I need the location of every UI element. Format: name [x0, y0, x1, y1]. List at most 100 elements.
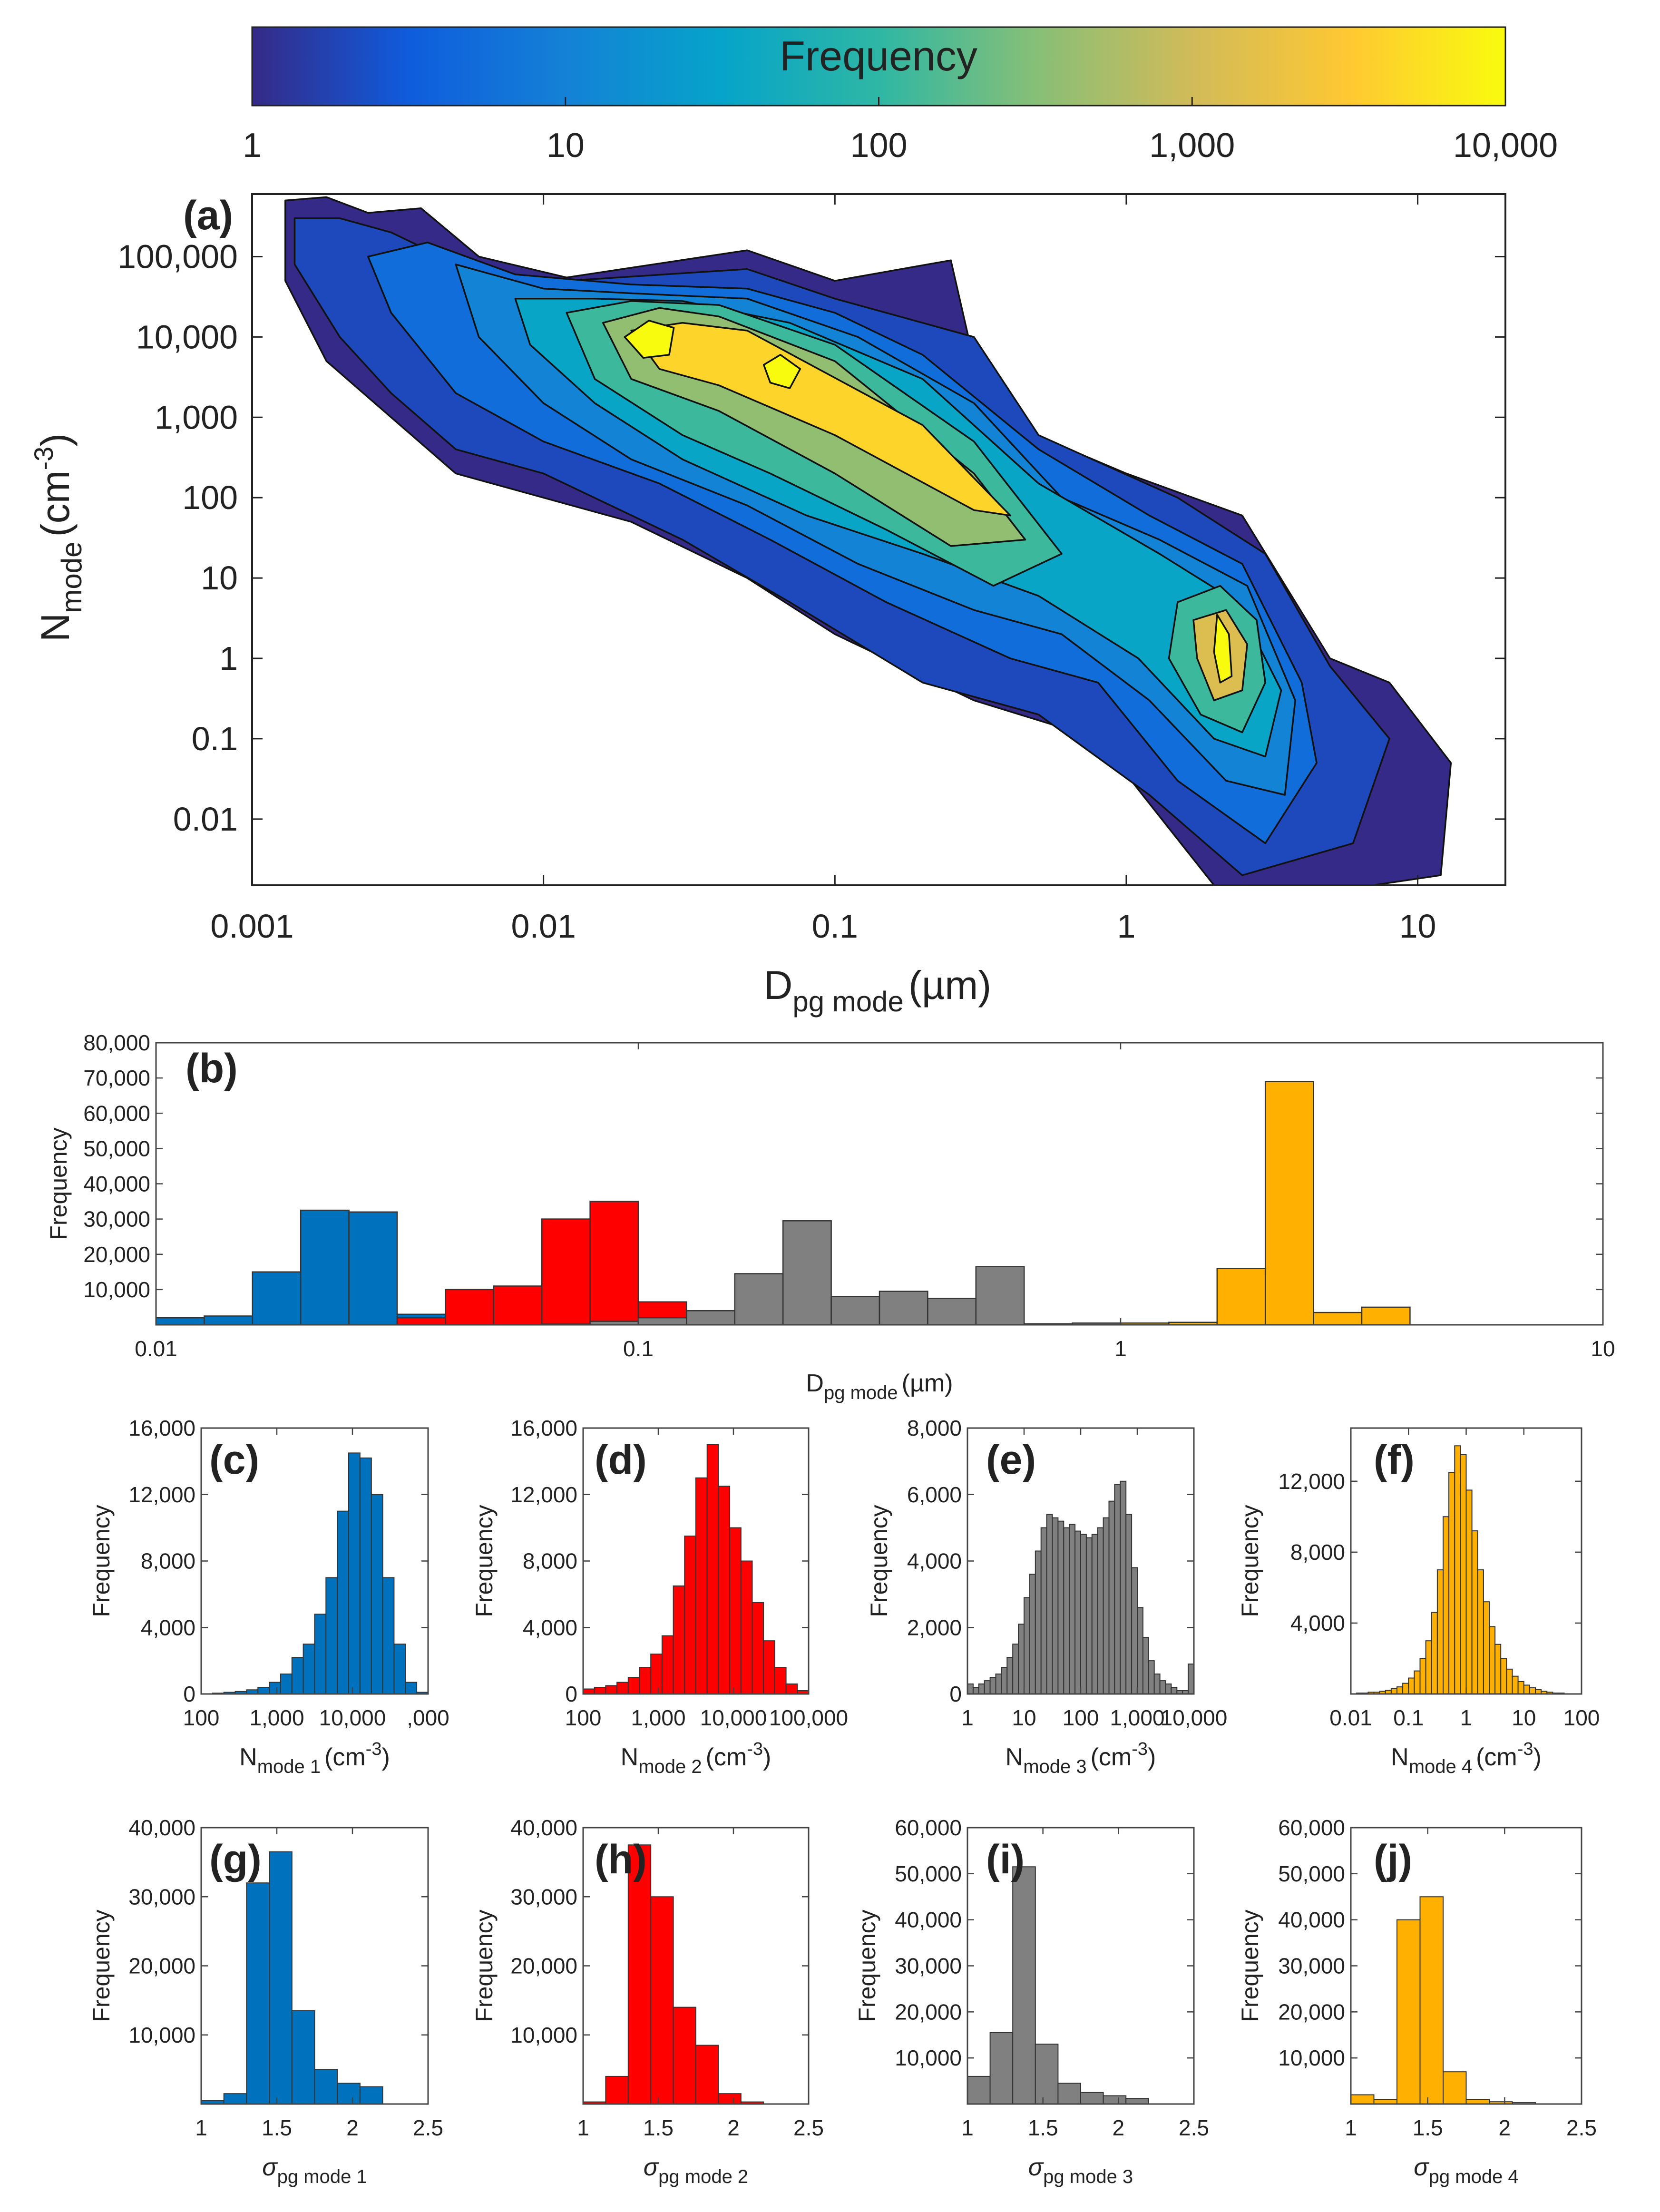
histogram-bar: [650, 1654, 663, 1694]
x-tick-label: 1: [961, 1705, 974, 1730]
histogram-bar: [650, 1896, 674, 2105]
histogram-bar: [989, 1677, 996, 1695]
colorbar-title: Frequency: [780, 32, 977, 79]
histogram-bar: [269, 1851, 293, 2105]
histogram-bar: [967, 1683, 974, 1694]
y-tick-label: 0: [949, 1682, 962, 1706]
x-tick-label: 2: [727, 2115, 740, 2140]
histogram-bar: [1431, 1612, 1438, 1695]
y-tick-label: 4,000: [141, 1615, 195, 1640]
panel-j-histogram: 1 1.5 2 2.5 10,000 20,000 30,000 40,000 50,000 60…: [1237, 1815, 1597, 2187]
x-tick-label: 1,000: [249, 1705, 304, 1730]
y-axis-label-d: Frequency: [471, 1505, 498, 1617]
x-axis-label-a: Dpg mode (µm): [764, 963, 992, 1018]
histogram-bar: [348, 1452, 361, 1694]
y-tick-label: 8,000: [523, 1549, 577, 1574]
histogram-bar: [1142, 1637, 1149, 1694]
histogram-bar: [359, 2086, 383, 2105]
histogram-bar: [337, 2083, 361, 2104]
y-tick-label: 40,000: [83, 1172, 150, 1196]
histogram-bar: [763, 1640, 775, 1694]
histogram-bar: [1097, 1527, 1104, 1695]
x-tick-label: 10: [1399, 908, 1436, 945]
y-tick-label: 40,000: [128, 1815, 195, 1840]
histogram-bar: [291, 1657, 304, 1695]
histogram-bar: [1153, 1674, 1161, 1695]
colorbar: Frequency 1 10 100 1,000 10,000: [243, 26, 1558, 165]
panel-b-histogram: 0.01 0.1 1 10 10,000 20,000 30,000 40,000 50,000…: [45, 1030, 1615, 1403]
histogram-bar: [337, 1510, 350, 1694]
y-tick-label: 10,000: [136, 318, 238, 355]
histogram-bar: [1103, 1517, 1110, 1694]
x-tick-label: 1.5: [643, 2115, 674, 2140]
plot-frame: [251, 193, 1506, 886]
x-tick-label: 10,000: [700, 1705, 767, 1730]
histogram-bar: [223, 2093, 247, 2105]
colorbar-tick-label: 10: [547, 127, 585, 165]
y-tick-label: 0: [183, 1682, 195, 1706]
y-tick-label: 8,000: [141, 1549, 195, 1574]
histogram-bar: [382, 1577, 395, 1694]
y-axis-label-i: Frequency: [854, 1909, 880, 2022]
y-tick-label: 30,000: [83, 1207, 150, 1232]
x-tick-label: 2.5: [1179, 2115, 1209, 2140]
histogram-bar: [594, 1687, 606, 1694]
histogram-bar: [1443, 1516, 1450, 1695]
x-tick-label: 1.5: [1413, 2115, 1443, 2140]
histogram-bar: [830, 1296, 880, 1326]
x-axis-label-d: Nmode 2 (cm-3): [621, 1739, 771, 1777]
histogram-bar: [1264, 1081, 1314, 1326]
y-tick-label: 1: [219, 640, 238, 677]
histogram-bar: [605, 2075, 629, 2104]
x-axis-label-e: Nmode 3 (cm-3): [1006, 1739, 1156, 1777]
histogram-bar: [1165, 1683, 1172, 1694]
panel-label-a: (a): [183, 193, 233, 238]
panel-label-f: (f): [1374, 1437, 1415, 1483]
histogram-bar: [257, 1687, 270, 1694]
histogram-bar: [1402, 1683, 1409, 1695]
contour-region: [630, 322, 1011, 517]
y-axis-label-h: Frequency: [471, 1909, 498, 2022]
contour-plot-area: [284, 196, 1452, 885]
histogram-bar: [1448, 1472, 1455, 1694]
y-tick-label: 70,000: [83, 1066, 150, 1090]
contour-region: [624, 320, 675, 359]
x-tick-label: 1: [577, 2115, 589, 2140]
x-tick-label: 1: [1460, 1705, 1473, 1730]
y-tick-label: 10,000: [510, 2023, 577, 2047]
histogram-bar: [1408, 1677, 1415, 1694]
x-axis-label-h: σpg mode 2: [644, 2153, 748, 2187]
histogram-bar: [1035, 2044, 1059, 2105]
y-tick-label: 100: [182, 479, 238, 516]
histogram-bar: [927, 1298, 977, 1326]
histogram-bar: [729, 1527, 742, 1695]
panel-a-contour: 0.001 0.01 0.1 1 10 0.01 0.1 1 10 100 1,000 10,000 1…: [29, 193, 1506, 1018]
histogram-bar: [1489, 1626, 1496, 1694]
histogram-bar: [1108, 1500, 1115, 1694]
histogram-bar: [291, 2010, 315, 2104]
y-tick-label: 8,000: [907, 1416, 962, 1440]
histogram-bar: [718, 1486, 731, 1695]
histogram-bar: [204, 1315, 254, 1326]
histogram-bar: [1046, 1514, 1053, 1694]
histogram-bar: [1436, 1569, 1444, 1695]
colorbar-tick-label: 1: [243, 127, 262, 165]
y-tick-label: 1,000: [155, 399, 238, 436]
histogram-bar: [1018, 1624, 1025, 1695]
histogram-bar: [1052, 1517, 1059, 1694]
y-tick-label: 30,000: [510, 1884, 577, 1909]
histogram-bar: [303, 1644, 315, 1694]
histogram-bar: [1171, 1687, 1178, 1694]
y-tick-label: 100,000: [117, 238, 238, 275]
x-tick-label: 2: [346, 2115, 359, 2140]
x-tick-label: 0.01: [1329, 1705, 1372, 1730]
histogram-bar: [1454, 1445, 1461, 1695]
histogram-bar: [1512, 1675, 1519, 1694]
x-tick-label: 1: [1117, 908, 1135, 945]
histogram-bar: [1396, 1919, 1421, 2104]
panel-d-histogram: 100 1,000 10,000 100,000 0 4,000 8,000 12,000 16…: [471, 1416, 848, 1777]
y-tick-label: 40,000: [895, 1908, 962, 1932]
histogram-bar: [967, 2075, 991, 2104]
histogram-bar: [995, 1674, 1002, 1695]
